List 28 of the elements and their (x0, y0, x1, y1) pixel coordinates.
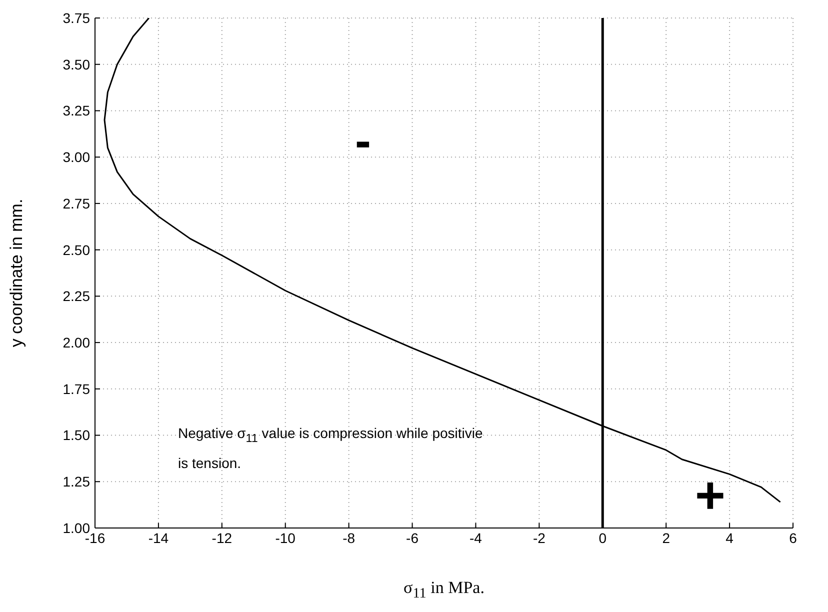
y-tick-label: 3.25 (62, 102, 90, 119)
x-tick-label: -8 (342, 530, 356, 546)
y-tick-label: 1.00 (62, 520, 90, 536)
x-tick-label: 2 (662, 530, 670, 546)
y-tick-label: 3.00 (62, 149, 90, 166)
x-tick-label: -12 (212, 530, 232, 546)
x-tick-label: 4 (726, 530, 734, 546)
y-tick-label: 1.50 (62, 427, 90, 444)
y-tick-label: 1.75 (62, 380, 90, 397)
annotation: - (355, 115, 371, 168)
y-tick-label: 1.25 (62, 474, 90, 490)
x-tick-label: -10 (275, 530, 296, 546)
y-tick-label: 3.75 (62, 10, 90, 26)
x-tick-label: 0 (598, 530, 607, 546)
x-tick-label: -14 (148, 530, 169, 546)
x-tick-label: 6 (789, 530, 798, 546)
y-axis-title: y coordinate in mm. (7, 198, 26, 348)
x-tick-label: -2 (532, 530, 546, 546)
text: Negative σ$_{11}$ value is compression while positivie is tension. (178, 425, 483, 471)
annotation: + (695, 467, 726, 525)
y-tick-label: 2.75 (62, 195, 90, 212)
y-tick-label: 2.25 (62, 288, 90, 304)
y-tick-label: 3.50 (62, 56, 90, 72)
y-tick-label: 2.50 (62, 242, 90, 258)
x-tick-label: -4 (470, 530, 482, 546)
y-tick-label: 2.00 (62, 334, 90, 351)
x-axis-title: σ$_{11}$ in MPa. (402, 578, 486, 602)
x-tick-label: -6 (406, 530, 419, 546)
